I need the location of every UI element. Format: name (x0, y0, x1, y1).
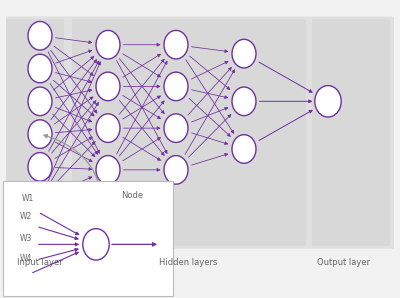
Ellipse shape (164, 114, 188, 142)
Ellipse shape (96, 114, 120, 142)
Ellipse shape (83, 229, 109, 260)
Ellipse shape (96, 72, 120, 101)
Ellipse shape (28, 21, 52, 50)
Ellipse shape (164, 156, 188, 184)
Text: Node: Node (121, 191, 143, 200)
Text: Output layer: Output layer (318, 258, 370, 267)
Text: W4: W4 (20, 254, 32, 263)
Ellipse shape (315, 86, 341, 117)
Text: W3: W3 (20, 235, 32, 243)
Ellipse shape (232, 135, 256, 163)
FancyBboxPatch shape (3, 181, 173, 296)
FancyBboxPatch shape (72, 19, 306, 246)
Ellipse shape (232, 87, 256, 116)
FancyBboxPatch shape (312, 19, 390, 246)
Ellipse shape (28, 185, 52, 214)
Text: Input layer: Input layer (17, 258, 63, 267)
Ellipse shape (164, 30, 188, 59)
Ellipse shape (96, 30, 120, 59)
Ellipse shape (232, 39, 256, 68)
FancyBboxPatch shape (6, 19, 64, 246)
Ellipse shape (96, 156, 120, 184)
Ellipse shape (28, 54, 52, 83)
Ellipse shape (164, 72, 188, 101)
Text: W1: W1 (22, 194, 34, 203)
Ellipse shape (28, 120, 52, 148)
FancyBboxPatch shape (6, 16, 394, 249)
Ellipse shape (28, 87, 52, 116)
Ellipse shape (28, 153, 52, 181)
Text: Hidden layers: Hidden layers (159, 258, 217, 267)
Text: W2: W2 (20, 212, 32, 221)
